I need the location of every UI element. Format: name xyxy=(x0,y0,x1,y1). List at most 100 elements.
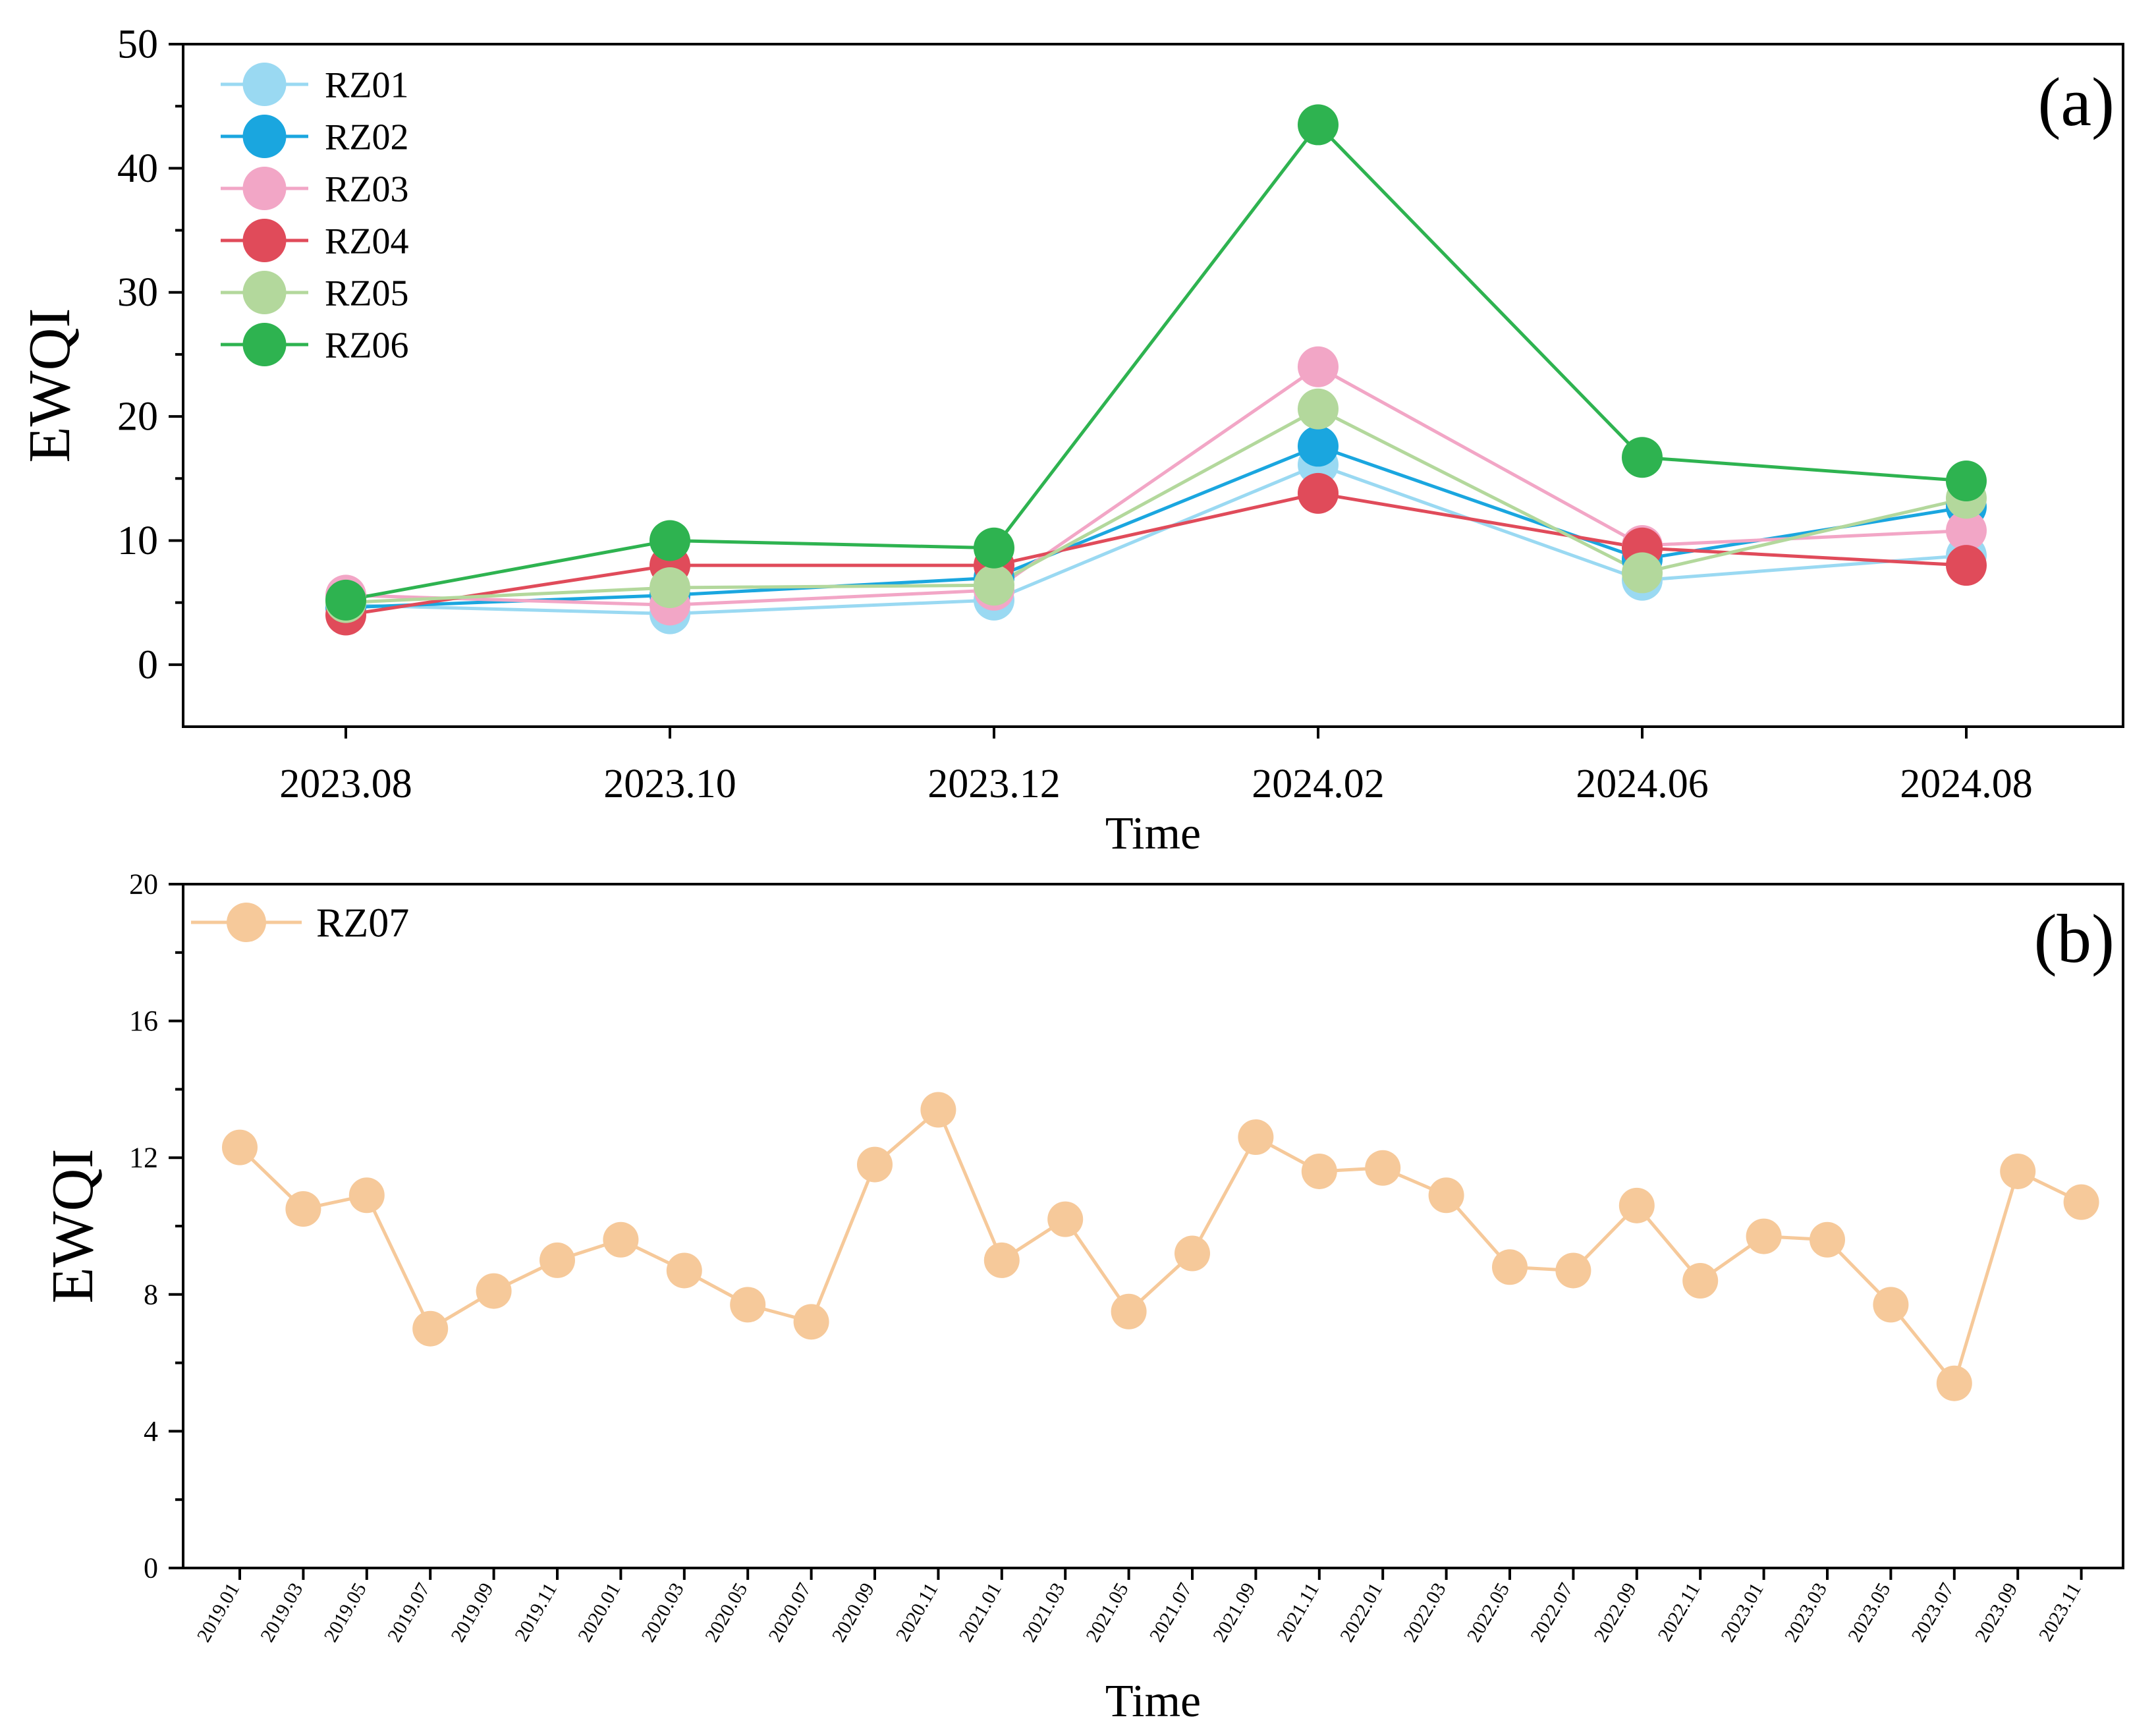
data-point-rz07 xyxy=(793,1304,829,1340)
data-point-rz06 xyxy=(1298,104,1339,146)
x-tick-label: 2023.07 xyxy=(1908,1579,1958,1646)
series-line-rz04 xyxy=(345,491,1967,617)
legend-marker xyxy=(242,167,287,210)
data-point-rz06 xyxy=(325,579,366,621)
y-tick-label: 10 xyxy=(117,518,158,563)
data-point-rz07 xyxy=(1873,1287,1909,1323)
data-point-rz07 xyxy=(2000,1153,2036,1189)
x-tick-label: 2022.01 xyxy=(1336,1579,1387,1646)
y-tick-label: 0 xyxy=(138,642,158,687)
chart-panel-b: 0 4 8 12 16 20 2019.01 2019.03 2019.05 2019.07 201… xyxy=(40,868,2124,1727)
legend-label: RZ03 xyxy=(325,169,409,210)
x-tick-label: 2024.08 xyxy=(1900,762,2033,806)
x-tick-label: 2021.11 xyxy=(1273,1579,1323,1645)
x-axis-title: Time xyxy=(1105,808,1201,859)
y-tick-label: 8 xyxy=(144,1278,158,1310)
plot-frame xyxy=(182,43,2124,728)
x-tick-label: 2023.09 xyxy=(1971,1579,2022,1646)
data-point-rz07 xyxy=(1047,1201,1084,1237)
data-point-rz07 xyxy=(222,1129,258,1165)
x-tick-label: 2019.09 xyxy=(447,1579,497,1646)
data-point-rz06 xyxy=(1946,461,1987,502)
data-point-rz07 xyxy=(730,1287,766,1323)
data-point-rz07 xyxy=(603,1221,639,1258)
series-line-rz02 xyxy=(345,444,1967,609)
y-tick-label: 40 xyxy=(117,146,158,191)
x-tick-label: 2019.07 xyxy=(383,1579,434,1646)
x-tick-label: 2021.07 xyxy=(1146,1579,1196,1646)
x-tick-label: 2019.05 xyxy=(320,1579,371,1646)
x-tick-label: 2024.02 xyxy=(1252,762,1385,806)
legend-marker xyxy=(227,903,266,942)
x-tick-label: 2021.01 xyxy=(955,1579,1006,1646)
x-tick-label: 2023.01 xyxy=(1717,1579,1767,1646)
x-axis-title: Time xyxy=(1105,1676,1201,1727)
y-tick-label: 20 xyxy=(117,395,158,439)
panel-label: (a) xyxy=(2037,63,2115,140)
chart-panel-a: 0 10 20 30 40 50 2023.08 2023.10 2023.12 2024.02 2… xyxy=(17,22,2124,859)
legend: RZ01 RZ02 RZ03 RZ04 RZ05 RZ06 xyxy=(221,63,409,366)
data-point-rz03 xyxy=(1946,510,1987,551)
legend-marker xyxy=(242,219,287,262)
data-point-rz07 xyxy=(983,1242,1020,1278)
legend-label: RZ05 xyxy=(325,273,409,314)
y-tick-label: 4 xyxy=(144,1415,158,1447)
data-point-rz05 xyxy=(1622,552,1663,594)
data-point-rz07 xyxy=(920,1092,956,1128)
panel-label: (b) xyxy=(2034,900,2115,977)
x-tick-label: 2020.09 xyxy=(828,1579,879,1646)
x-tick-label: 2020.03 xyxy=(638,1579,688,1646)
x-tick-label: 2019.11 xyxy=(511,1579,561,1645)
y-tick-label: 20 xyxy=(129,868,158,901)
data-point-rz07 xyxy=(666,1252,702,1289)
y-tick-label: 50 xyxy=(117,22,158,67)
data-point-rz05 xyxy=(650,567,690,609)
y-tick-label: 16 xyxy=(129,1005,158,1037)
y-tick-label: 0 xyxy=(144,1552,158,1584)
data-point-rz07 xyxy=(2063,1184,2099,1220)
x-tick-label: 2023.05 xyxy=(1844,1579,1894,1646)
data-point-rz05 xyxy=(974,565,1014,606)
data-point-rz07 xyxy=(539,1242,575,1278)
series-line-rz03 xyxy=(345,365,1967,607)
x-tick-label: 2022.07 xyxy=(1526,1579,1577,1646)
data-point-rz07 xyxy=(1175,1235,1210,1272)
data-point-rz07 xyxy=(1555,1252,1591,1289)
data-point-rz06 xyxy=(1622,437,1663,478)
legend: RZ07 xyxy=(191,901,409,946)
x-tick-label: 2019.01 xyxy=(193,1579,244,1646)
data-point-rz07 xyxy=(1365,1150,1401,1186)
data-point-rz07 xyxy=(285,1191,321,1227)
data-point-rz04 xyxy=(1298,472,1339,514)
data-point-rz07 xyxy=(1111,1293,1147,1330)
x-tick-label: 2020.05 xyxy=(701,1579,752,1646)
legend-label: RZ04 xyxy=(325,221,409,262)
y-tick-label: 30 xyxy=(117,270,158,315)
x-tick-label: 2022.05 xyxy=(1463,1579,1514,1646)
data-point-rz07 xyxy=(476,1273,512,1309)
x-tick-label: 2020.01 xyxy=(574,1579,624,1646)
x-tick-label: 2022.03 xyxy=(1399,1579,1450,1646)
data-point-rz07 xyxy=(857,1146,893,1183)
legend-marker xyxy=(242,115,287,158)
x-tick-label: 2022.11 xyxy=(1653,1579,1704,1645)
data-point-rz07 xyxy=(1238,1119,1274,1156)
series-line-rz07 xyxy=(238,1108,2082,1386)
legend-label: RZ06 xyxy=(325,325,409,366)
x-tick-label: 2021.09 xyxy=(1209,1579,1259,1646)
series-line-rz06 xyxy=(345,123,1967,602)
legend-label: RZ07 xyxy=(316,901,409,946)
data-point-rz07 xyxy=(1492,1249,1528,1285)
legend-label: RZ02 xyxy=(325,117,409,158)
x-tick-label: 2023.08 xyxy=(279,762,412,806)
y-axis-title: EWQI xyxy=(17,308,82,463)
data-point-rz07 xyxy=(1746,1218,1782,1254)
x-tick-label: 2023.03 xyxy=(1781,1579,1831,1646)
data-point-rz03 xyxy=(1298,346,1339,387)
data-point-rz07 xyxy=(1301,1153,1337,1189)
legend-marker xyxy=(242,323,287,366)
series-line-rz05 xyxy=(345,407,1967,605)
data-point-rz07 xyxy=(1618,1187,1655,1223)
data-point-rz04 xyxy=(1946,545,1987,586)
